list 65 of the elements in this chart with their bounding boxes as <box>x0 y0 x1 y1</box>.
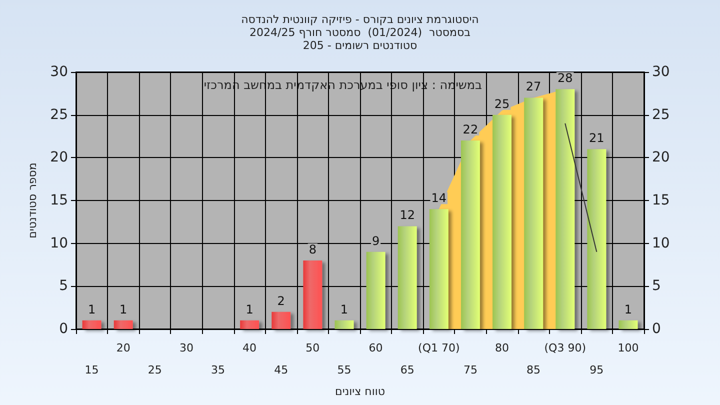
bar <box>492 114 512 329</box>
y2-tick-label: 25 <box>652 106 670 123</box>
bar <box>556 89 575 329</box>
x-tick-label: 45 <box>274 364 288 376</box>
data-label: 2 <box>277 294 285 308</box>
y2-tick-label: 15 <box>652 192 670 208</box>
data-label: 27 <box>526 80 542 94</box>
x-tick-label: 50 <box>306 342 320 354</box>
x-tick-label: 100 <box>618 342 639 354</box>
bar <box>114 320 133 329</box>
y-tick-label: 0 <box>59 321 68 337</box>
x-tick-label: 60 <box>368 342 383 354</box>
data-label: 14 <box>431 191 447 206</box>
x-tick-label: 65 <box>400 364 414 376</box>
x-tick-label: 30 <box>179 342 194 354</box>
data-label: 1 <box>340 302 348 316</box>
bar <box>272 312 291 329</box>
data-label: 1 <box>246 302 254 316</box>
data-label: 21 <box>589 131 604 146</box>
bar <box>366 252 386 329</box>
data-label: 9 <box>372 234 380 248</box>
x-tick-label: 35 <box>211 364 225 376</box>
bar <box>460 140 480 329</box>
y-tick-label: 20 <box>50 150 68 166</box>
data-label: 1 <box>624 302 632 316</box>
y2-tick-label: 20 <box>652 150 670 166</box>
x-axis-title: טווח ציונים <box>335 384 385 398</box>
x-tick-label: 40 <box>242 342 257 354</box>
x-tick-label: 20 <box>116 342 130 354</box>
bar <box>429 209 448 329</box>
y-tick-label: 15 <box>50 192 68 208</box>
bar <box>334 320 354 329</box>
x-tick-label: 75 <box>463 364 478 376</box>
data-label: 1 <box>120 302 128 316</box>
x-tick-label: (Q1 70) <box>418 342 460 354</box>
data-label: 1 <box>88 302 96 316</box>
bar <box>618 320 638 329</box>
y2-tick-label: 30 <box>652 64 670 80</box>
y-tick-label: 25 <box>50 106 68 123</box>
y-axis-title: מספר סטודנטים <box>26 162 39 238</box>
bar <box>587 149 606 329</box>
x-tick-label: 15 <box>84 364 99 376</box>
bar <box>303 260 322 329</box>
x-tick-label: 25 <box>148 364 162 376</box>
y2-tick-label: 5 <box>652 278 661 294</box>
x-tick-label: 80 <box>495 342 509 354</box>
y2-tick-label: 10 <box>652 235 670 252</box>
data-label: 12 <box>400 208 415 222</box>
bar <box>240 320 260 329</box>
x-tick-label: (Q3 90) <box>544 342 586 354</box>
y-tick-label: 30 <box>50 64 68 80</box>
bar <box>82 320 102 329</box>
data-label: 28 <box>557 71 573 86</box>
chart-title: היסטוגרמת ציונים בקורס - פיזיקה קוונטית להנדסה בסמסטר (01/2024) סמסטר חורף 2024/25 סטודנטים רשומים - 205 <box>241 13 479 52</box>
y2-tick-label: 0 <box>652 321 661 337</box>
bar <box>398 226 417 329</box>
data-label: 22 <box>462 122 478 137</box>
y-tick-label: 5 <box>59 278 68 294</box>
y-tick-label: 10 <box>50 235 68 252</box>
x-tick-label: 95 <box>590 364 604 376</box>
bar <box>524 98 544 329</box>
x-tick-label: 55 <box>337 364 352 376</box>
data-label: 8 <box>308 242 316 256</box>
data-label: 25 <box>494 96 510 111</box>
x-tick-label: 85 <box>526 364 541 376</box>
